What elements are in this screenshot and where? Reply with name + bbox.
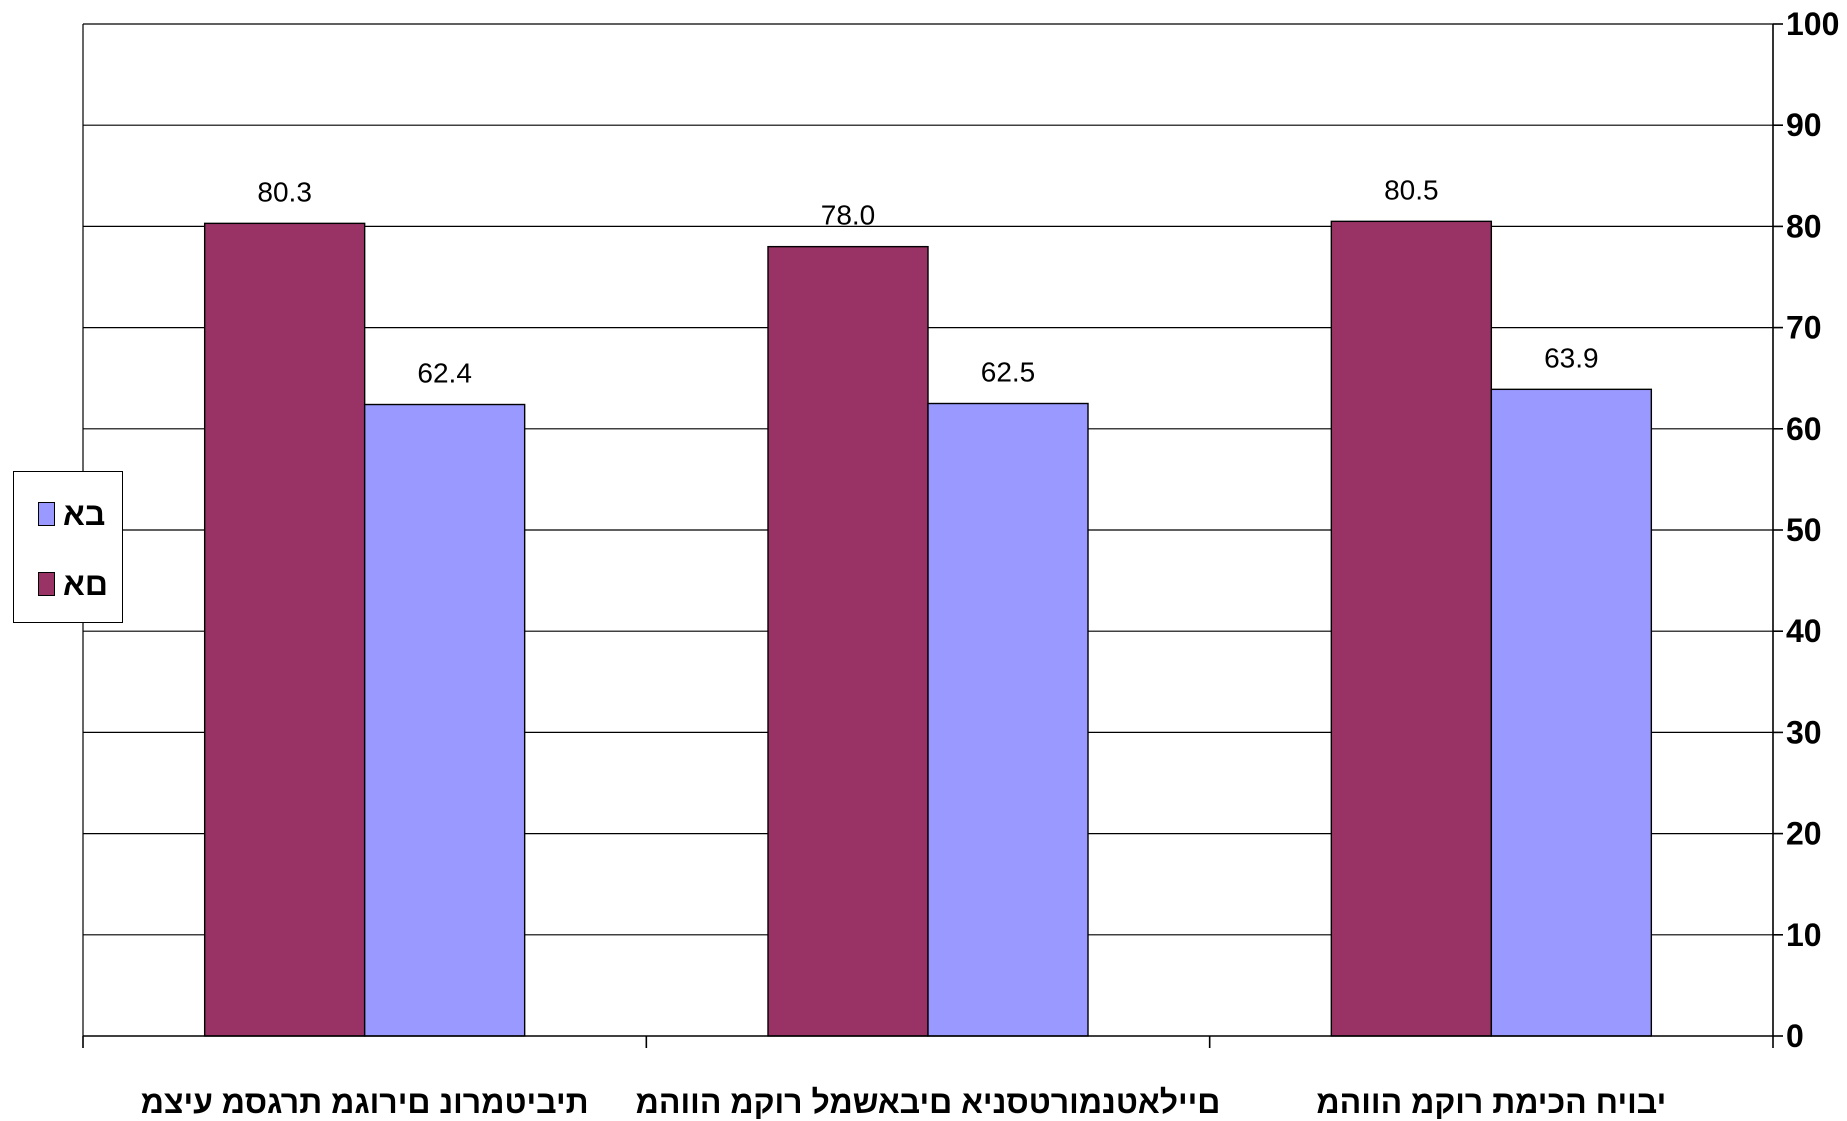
legend-swatch-em xyxy=(38,572,55,596)
y-tick-label: 90 xyxy=(1786,107,1822,143)
legend-item-em: םא xyxy=(38,568,108,600)
axes xyxy=(83,24,1774,1037)
bars xyxy=(203,220,1653,1037)
bar xyxy=(363,403,526,1037)
x-category-label: יבויח הכימת רוקמ הווהמ xyxy=(1316,1084,1666,1120)
y-tick-label: 70 xyxy=(1786,310,1822,346)
x-category-label: םיילאטנמורטסניא םיבאשמל רוקמ הווהמ xyxy=(636,1084,1221,1120)
y-tick-label: 100 xyxy=(1786,6,1839,42)
data-label: 62.4 xyxy=(417,358,472,389)
y-tick-label: 60 xyxy=(1786,411,1822,447)
bar xyxy=(203,222,366,1037)
legend-label-em: םא xyxy=(63,566,108,602)
legend: בא םא xyxy=(13,471,123,623)
legend-label-ab: בא xyxy=(63,496,106,532)
bar xyxy=(1330,220,1493,1037)
y-tick-label: 40 xyxy=(1786,613,1822,649)
bar xyxy=(767,245,929,1037)
legend-swatch-ab xyxy=(38,502,55,526)
data-label: 80.3 xyxy=(257,176,312,207)
legend-item-ab: בא xyxy=(38,498,105,530)
data-label: 62.5 xyxy=(981,357,1036,388)
bar xyxy=(1490,388,1653,1037)
y-tick-label: 10 xyxy=(1786,917,1822,953)
y-tick-label: 80 xyxy=(1786,208,1822,244)
data-label: 63.9 xyxy=(1544,342,1599,373)
labels: 0 10 20 30 40 50 60 70 80 90 100 80.3 62.4 תיביטמרונ … xyxy=(141,6,1840,1120)
y-tick-label: 30 xyxy=(1786,714,1822,750)
y-tick-label: 50 xyxy=(1786,512,1822,548)
x-category-label: תיביטמרונ םירוגמ תרגסמ עיצמ xyxy=(141,1084,589,1120)
y-tick-label: 20 xyxy=(1786,816,1822,852)
data-label: 78.0 xyxy=(821,200,876,231)
bar xyxy=(927,402,1089,1037)
data-label: 80.5 xyxy=(1384,174,1439,205)
y-tick-label: 0 xyxy=(1786,1018,1804,1054)
